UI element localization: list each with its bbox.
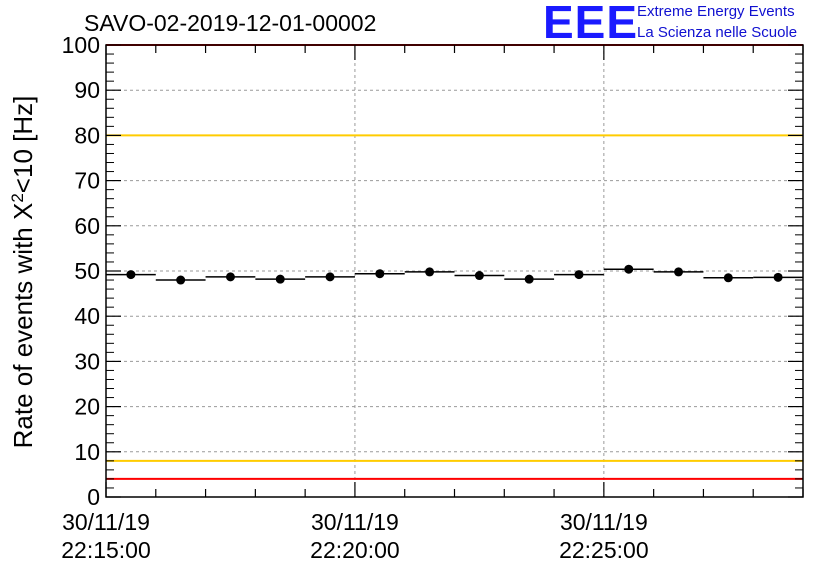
data-point (176, 275, 186, 285)
y-tick-label: 40 (74, 303, 100, 329)
y-tick-label: 100 (62, 32, 100, 58)
y-tick-label: 20 (74, 394, 100, 420)
x-tick-date: 30/11/19 (311, 509, 399, 535)
chart-title: SAVO-02-2019-12-01-00002 (84, 10, 377, 36)
data-point (674, 267, 684, 277)
logo-line-1: Extreme Energy Events (637, 3, 795, 20)
grid-layer (106, 45, 803, 497)
data-point (624, 264, 634, 274)
eee-logo: EEE (543, 0, 639, 48)
logo-line-2: La Scienza nelle Scuole (637, 24, 798, 41)
data-point (574, 270, 584, 280)
y-tick-label: 0 (87, 484, 100, 510)
plot-frame (105, 44, 804, 498)
x-tick-labels: 30/11/1922:15:0030/11/1922:20:0030/11/19… (61, 509, 648, 563)
y-tick-label: 70 (74, 168, 100, 194)
data-point (275, 274, 285, 284)
data-point (225, 272, 235, 282)
data-point (425, 267, 435, 277)
x-tick-time: 22:15:00 (61, 537, 151, 563)
y-axis-title-main: Rate of events with X (8, 203, 38, 449)
x-tick-time: 22:20:00 (310, 537, 400, 563)
y-tick-label: 50 (74, 258, 100, 284)
x-tick-date: 30/11/19 (560, 509, 648, 535)
y-axis-title-sup: 2 (8, 193, 27, 202)
y-axis-title: Rate of events with X2<10 [Hz] (8, 96, 39, 449)
x-tick-time: 22:25:00 (559, 537, 649, 563)
data-point (474, 271, 484, 281)
y-tick-label: 10 (74, 439, 100, 465)
data-point (375, 269, 385, 279)
y-tick-label: 80 (74, 122, 100, 148)
y-tick-labels: 0 10 20 30 40 50 60 70 80 90 100 (62, 32, 100, 510)
data-point (524, 274, 534, 284)
data-point (126, 270, 136, 280)
x-tick-date: 30/11/19 (62, 509, 150, 535)
data-points (106, 264, 803, 285)
y-tick-label: 30 (74, 348, 100, 374)
data-point (325, 272, 335, 282)
data-point (773, 272, 783, 282)
y-tick-label: 90 (74, 77, 100, 103)
data-point (723, 273, 733, 283)
y-tick-label: 60 (74, 213, 100, 239)
reference-lines (106, 44, 803, 480)
y-axis-title-tail: <10 [Hz] (8, 96, 38, 194)
